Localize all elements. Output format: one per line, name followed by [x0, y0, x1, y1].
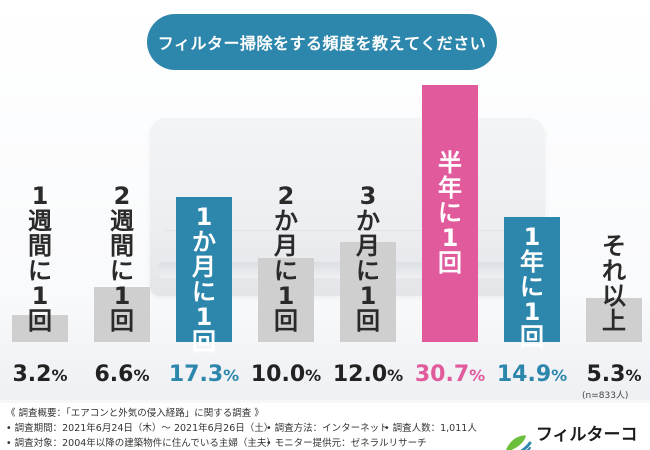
survey-period: • 調査期間：2021年6月24日（木）〜 2021年6月26日（土）	[6, 423, 274, 434]
logo-text: フィルターコム	[535, 425, 638, 445]
value-label-6: 14.9%	[496, 362, 568, 387]
survey-count: • 調査人数：1,011人	[384, 423, 477, 434]
bar-0	[12, 315, 68, 342]
bar-5	[422, 85, 478, 342]
value-label-3: 10.0%	[250, 362, 322, 387]
brand-logo: フィルターコム	[503, 420, 650, 450]
chart-title: フィルター掃除をする頻度を教えてください	[147, 14, 497, 70]
bar-4	[340, 242, 396, 342]
survey-footer: 《 調査概要：「エアコンと外気の侵入経路」に関する調査 》 • 調査期間：202…	[0, 403, 650, 450]
sample-size-note: (n=833人)	[582, 391, 629, 401]
leaf-fan-icon	[505, 435, 532, 450]
value-label-5: 30.7%	[414, 362, 486, 387]
bar-7	[586, 298, 642, 342]
bar-1	[94, 287, 150, 342]
value-label-7: 5.3%	[586, 362, 642, 387]
survey-overview: 《 調査概要：「エアコンと外気の侵入経路」に関する調査 》	[6, 408, 264, 419]
survey-monitor: • モニター提供元：ゼネラルリサーチ	[266, 438, 427, 449]
value-label-0: 3.2%	[12, 362, 68, 387]
category-label-7: それ以上	[602, 232, 626, 335]
air-conditioner-seam	[165, 230, 530, 231]
survey-target: • 調査対象：2004年以降の建築物件に住んでいる主婦（主夫）	[6, 438, 276, 449]
value-label-4: 12.0%	[332, 362, 404, 387]
value-label-1: 6.6%	[94, 362, 150, 387]
bar-2	[176, 197, 232, 342]
bar-3	[258, 258, 314, 342]
bar-6	[504, 217, 560, 342]
survey-method: • 調査方法：インターネット	[266, 423, 389, 434]
value-label-2: 17.3%	[168, 362, 240, 387]
